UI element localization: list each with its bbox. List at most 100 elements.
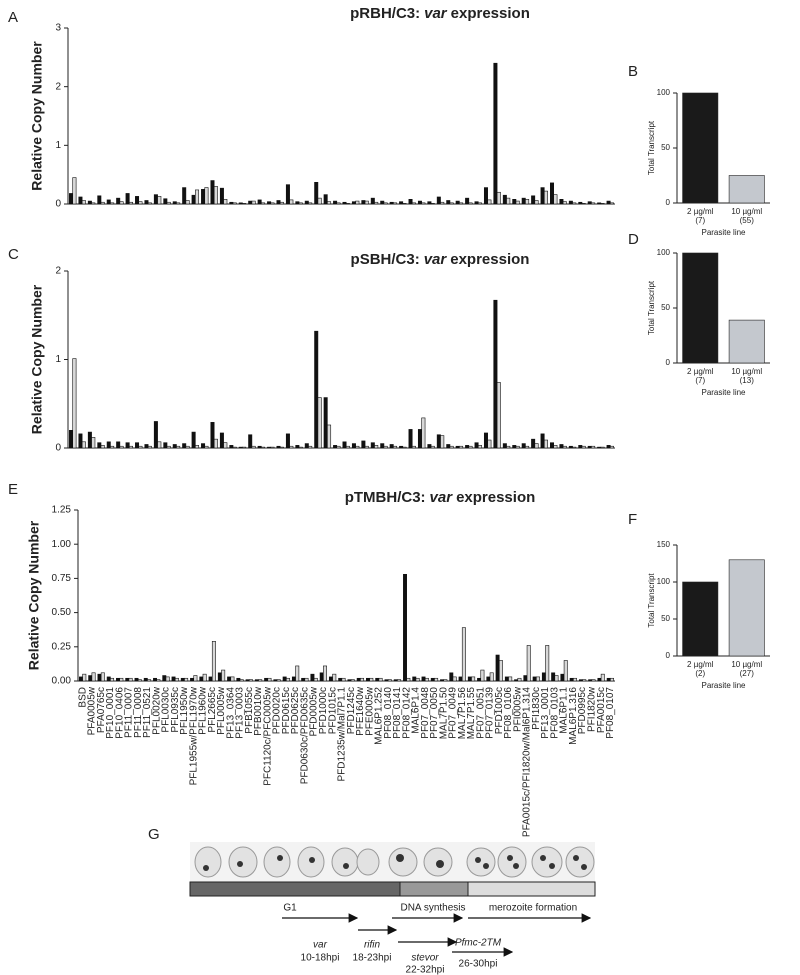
bar [162, 675, 167, 682]
bar [184, 677, 189, 682]
x-tick-label: MAL7P1.56 [457, 687, 468, 740]
bar [333, 445, 338, 449]
bar [201, 189, 206, 205]
bar [276, 679, 281, 682]
y-tick-label: 0.50 [52, 607, 72, 618]
bar [147, 679, 152, 682]
bar [147, 202, 152, 205]
bar [459, 445, 464, 449]
bar [171, 676, 176, 682]
x-tick-label: PF10_0406 [114, 687, 125, 739]
bar [298, 446, 303, 449]
bar [493, 62, 498, 205]
phase-bar [467, 881, 596, 897]
cell-dots [203, 854, 587, 871]
bar [408, 199, 413, 205]
x-tick-label: PFB1055c [244, 687, 255, 734]
bar [393, 445, 398, 449]
bar [217, 672, 222, 682]
bar [430, 445, 435, 449]
bar [88, 675, 93, 682]
cell [194, 846, 222, 878]
x-tick-label: PF11_0008 [133, 687, 144, 738]
bar [572, 446, 577, 449]
x-axis-label: Parasite line [701, 388, 746, 397]
bar [578, 445, 583, 449]
bar [563, 660, 568, 682]
x-tick-label: PFA0765c [96, 687, 107, 733]
x-tick-label: PF07_0050 [429, 687, 440, 739]
bar [541, 672, 546, 682]
bar [597, 202, 602, 205]
x-tick-label: PFD1235w/Mal7P1.1 [337, 687, 348, 782]
bar [172, 444, 177, 449]
y-tick-label: 1.25 [52, 505, 72, 516]
title-part: var [430, 489, 454, 506]
bar [163, 198, 168, 205]
bar [452, 676, 457, 682]
bar [427, 444, 432, 449]
bar [144, 444, 149, 449]
bar [553, 194, 558, 205]
bar [106, 441, 111, 449]
bar [327, 201, 332, 205]
bar [193, 675, 198, 682]
bar [91, 437, 96, 449]
bar [264, 677, 269, 682]
bar [421, 676, 426, 682]
x-tick-label: PFL0935c [170, 687, 181, 733]
bar [374, 445, 379, 449]
title-part: var [424, 5, 448, 22]
gene-window: 26-30hpi [459, 959, 498, 970]
x-tick-label: PFL2665c [207, 687, 218, 733]
y-tick-label: 50 [661, 614, 670, 623]
x-tick-label: PF08_0107 [605, 687, 616, 739]
y-axis-label: Relative Copy Number [26, 520, 42, 670]
bar [728, 559, 765, 657]
bar [483, 187, 488, 205]
bar [106, 199, 111, 205]
bar [180, 677, 185, 682]
bar [165, 676, 170, 682]
bar [540, 187, 545, 205]
bar [600, 446, 605, 449]
bar [682, 581, 719, 657]
bar [129, 445, 133, 449]
bar [543, 190, 548, 205]
bar [430, 677, 435, 682]
bar [581, 203, 586, 205]
bar [219, 187, 224, 205]
bar [267, 446, 272, 449]
bar [291, 676, 296, 682]
dot [203, 865, 209, 871]
bar [554, 675, 559, 682]
bar [489, 672, 494, 682]
bar [568, 200, 573, 205]
bar [238, 446, 243, 449]
bar [286, 677, 290, 682]
bar [360, 677, 365, 682]
bar [72, 358, 77, 449]
x-tick-label: (55) [740, 216, 755, 225]
bar [125, 442, 130, 449]
bar [157, 196, 162, 205]
bar [327, 424, 332, 449]
cell [388, 847, 418, 877]
x-tick-label: PFD0615c [281, 687, 292, 734]
bar [248, 200, 253, 205]
bar [110, 445, 115, 449]
bar [600, 203, 605, 205]
bar [610, 677, 615, 682]
bar [223, 442, 228, 449]
bar [174, 677, 179, 682]
bar [512, 199, 517, 205]
bar [342, 201, 347, 205]
y-tick-label: 3 [55, 23, 61, 34]
bar [257, 445, 262, 449]
bar [328, 676, 333, 682]
bar [229, 201, 234, 205]
bar [474, 201, 479, 205]
dot [277, 855, 283, 861]
bar [446, 444, 451, 449]
bar [534, 443, 539, 449]
